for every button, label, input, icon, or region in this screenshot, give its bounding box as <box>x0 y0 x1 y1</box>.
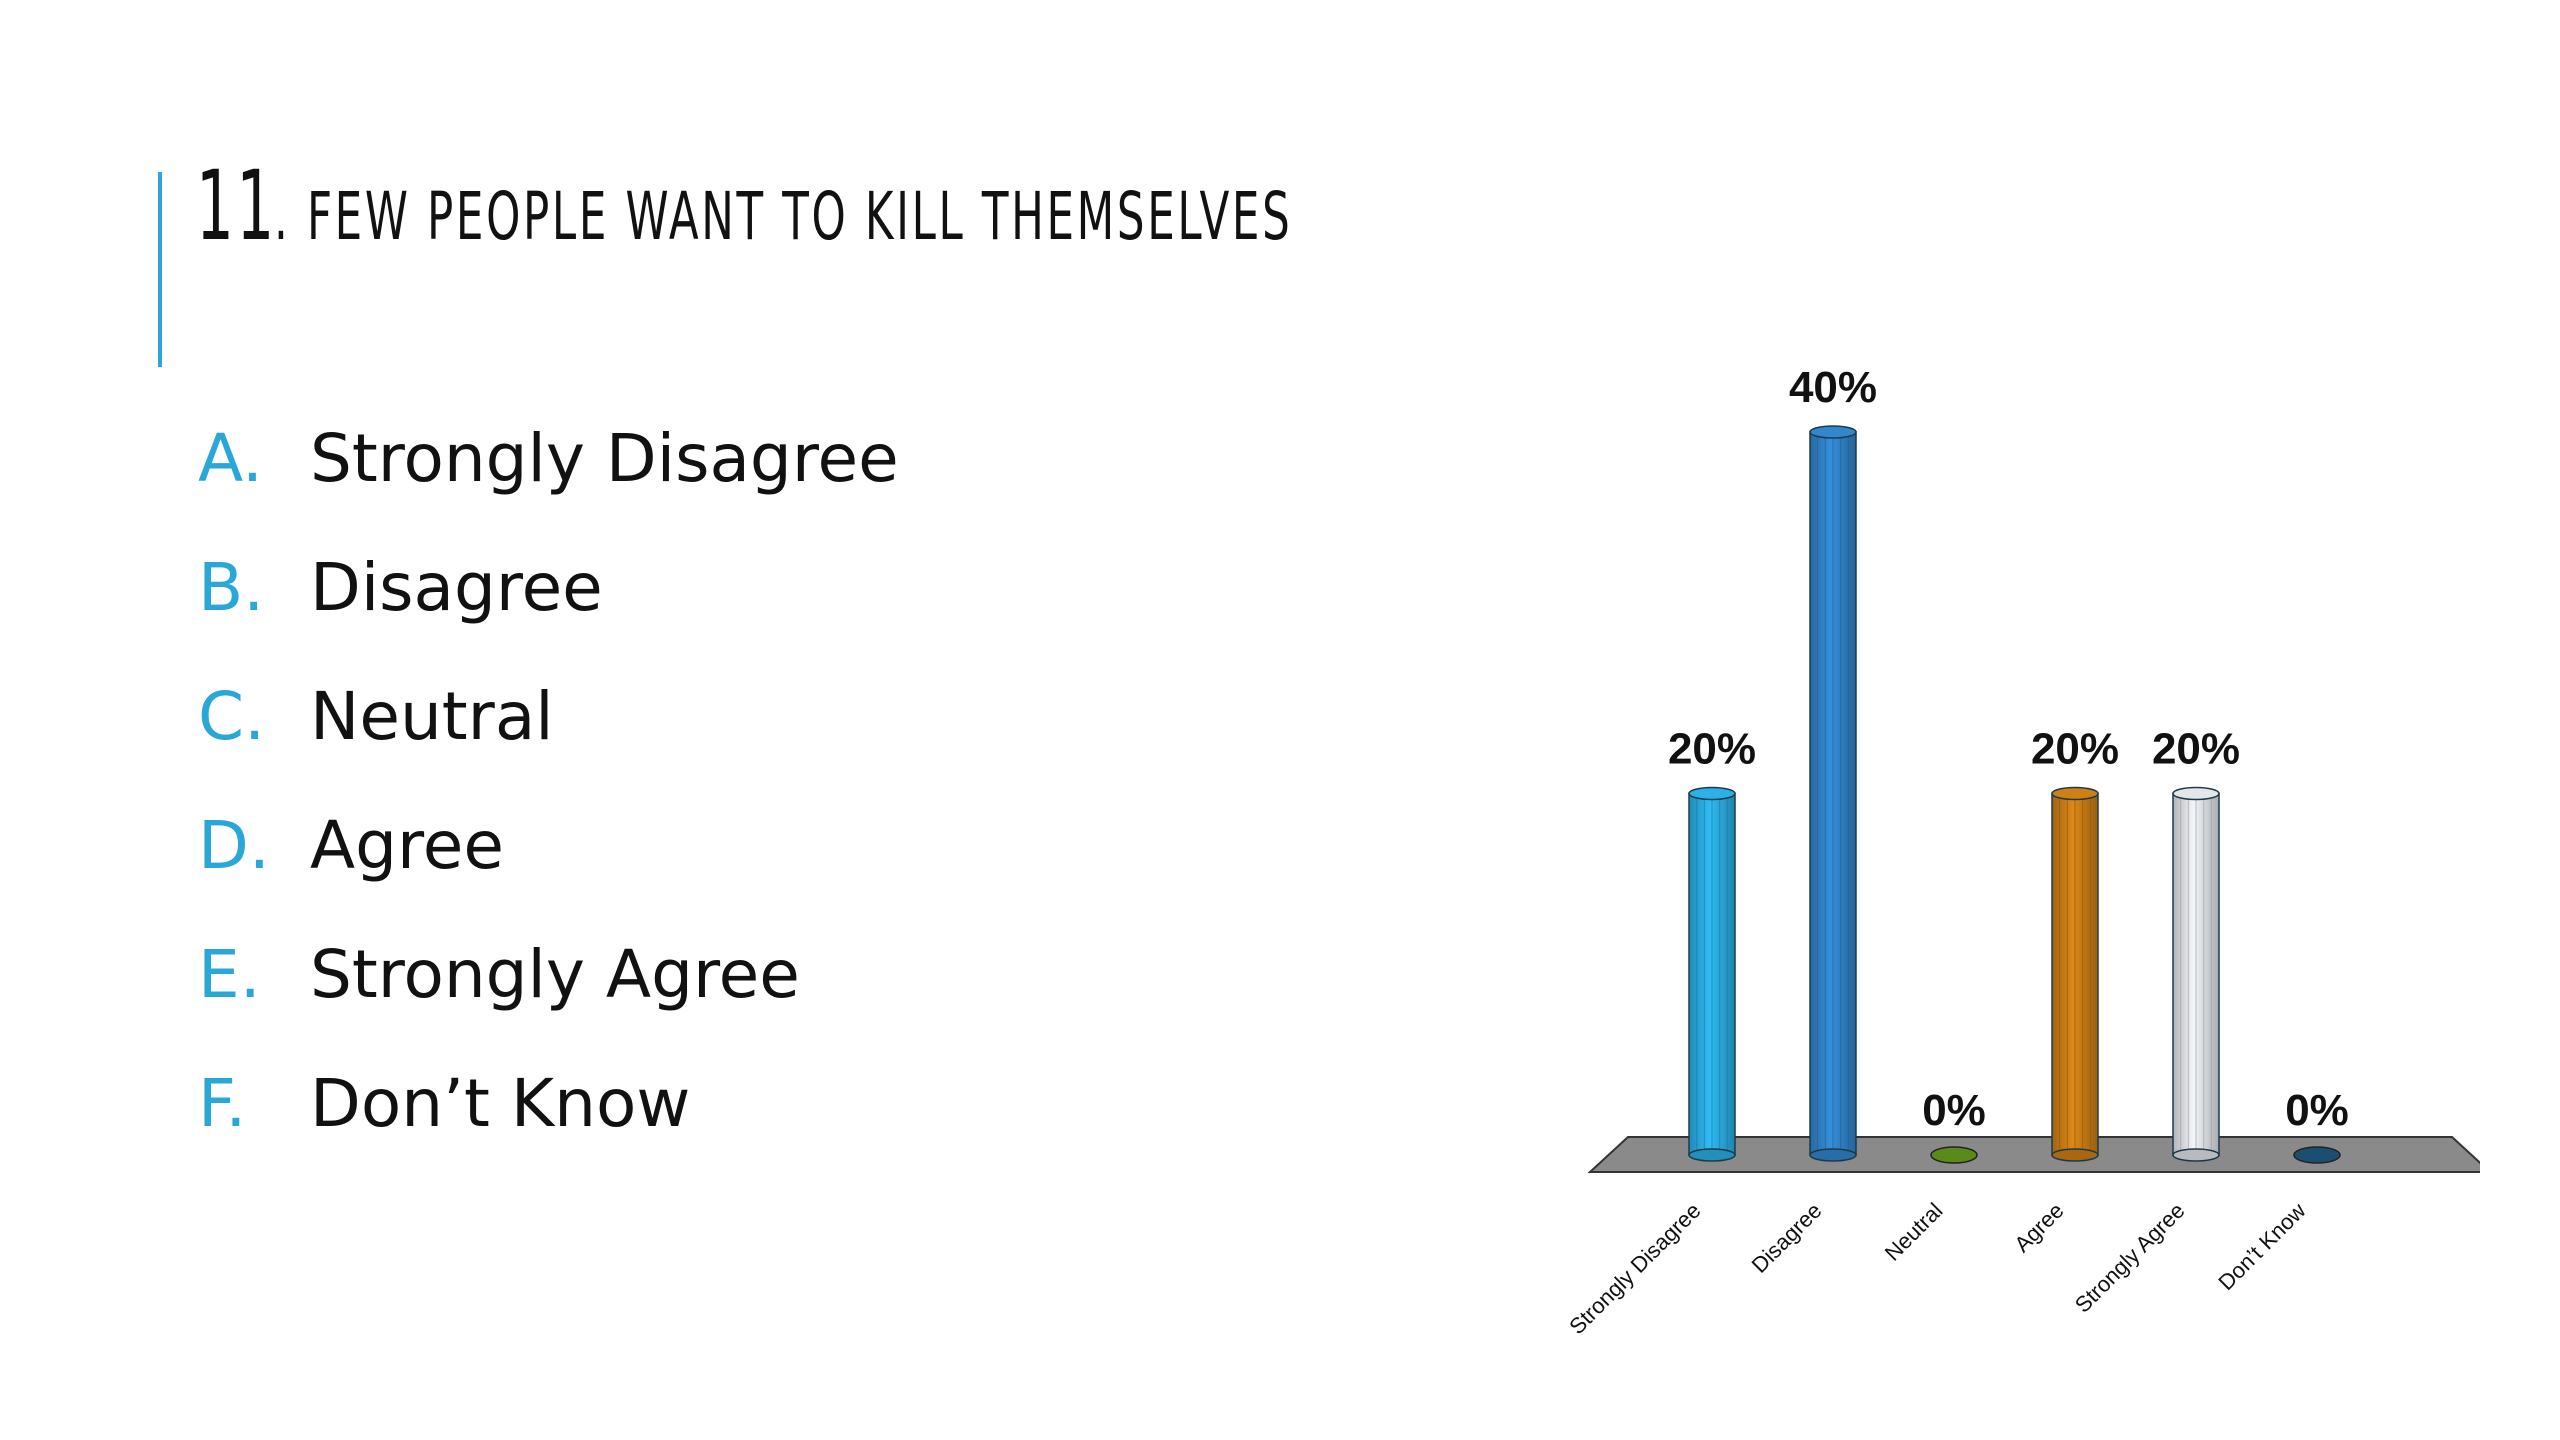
option-letter: F. <box>198 1065 247 1142</box>
bar-top <box>2172 786 2220 801</box>
category-label: Strongly Agree <box>2070 1198 2190 1318</box>
value-label: 0% <box>2285 1086 2349 1135</box>
option-f: F. Don’t Know <box>198 1065 899 1194</box>
option-c: C. Neutral <box>198 678 899 807</box>
category-label: Neutral <box>1880 1198 1948 1266</box>
option-label: Don’t Know <box>310 1065 691 1142</box>
title-number: 11 <box>196 150 277 262</box>
category-label: Disagree <box>1747 1198 1827 1278</box>
option-b: B. Disagree <box>198 549 899 678</box>
bar-base <box>2172 1148 2220 1162</box>
bar-base <box>1688 1148 1736 1162</box>
category-label: Don’t Know <box>2213 1198 2310 1295</box>
option-letter: E. <box>198 936 261 1013</box>
bar-top <box>2051 786 2099 801</box>
bar-3 <box>1930 1146 1978 1164</box>
option-letter: A. <box>198 420 263 497</box>
response-bar-chart: 20% Strongly Disagree 40% Disagree 0% Neutral… <box>1564 363 2480 1339</box>
option-letter: C. <box>198 678 266 755</box>
bar-1 <box>1688 786 1736 1162</box>
option-label: Strongly Agree <box>310 936 800 1013</box>
option-label: Agree <box>310 807 504 884</box>
option-d: D. Agree <box>198 807 899 936</box>
value-label: 20% <box>2152 725 2240 774</box>
bar-base <box>1809 1148 1857 1162</box>
bar-top <box>1688 786 1736 801</box>
option-letter: B. <box>198 549 265 626</box>
bar-base <box>2051 1148 2099 1162</box>
option-label: Disagree <box>310 549 603 626</box>
value-label: 20% <box>1668 725 1756 774</box>
bar-4 <box>2051 786 2099 1162</box>
answer-options: A. Strongly Disagree B. Disagree C. Neutral… <box>198 420 899 1194</box>
title-accent-line <box>158 172 162 367</box>
option-letter: D. <box>198 807 270 884</box>
bar-5 <box>2172 786 2220 1162</box>
option-label: Strongly Disagree <box>310 420 899 497</box>
bar-6 <box>2293 1146 2341 1164</box>
value-label: 40% <box>1789 363 1877 412</box>
value-label: 0% <box>1922 1086 1986 1135</box>
option-e: E. Strongly Agree <box>198 936 899 1065</box>
bar-top <box>1809 425 1857 439</box>
bar-zero-marker <box>2293 1146 2341 1164</box>
value-label: 20% <box>2031 725 2119 774</box>
slide-title: 11. FEW PEOPLE WANT TO KILL THEMSELVES <box>196 150 1817 270</box>
category-label: Agree <box>2009 1198 2068 1257</box>
bar-zero-marker <box>1930 1146 1978 1164</box>
title-text: . FEW PEOPLE WANT TO KILL THEMSELVES <box>274 178 1293 255</box>
option-label: Neutral <box>310 678 554 755</box>
bar-2 <box>1809 425 1857 1162</box>
option-a: A. Strongly Disagree <box>198 420 899 549</box>
category-label: Strongly Disagree <box>1564 1198 1705 1339</box>
